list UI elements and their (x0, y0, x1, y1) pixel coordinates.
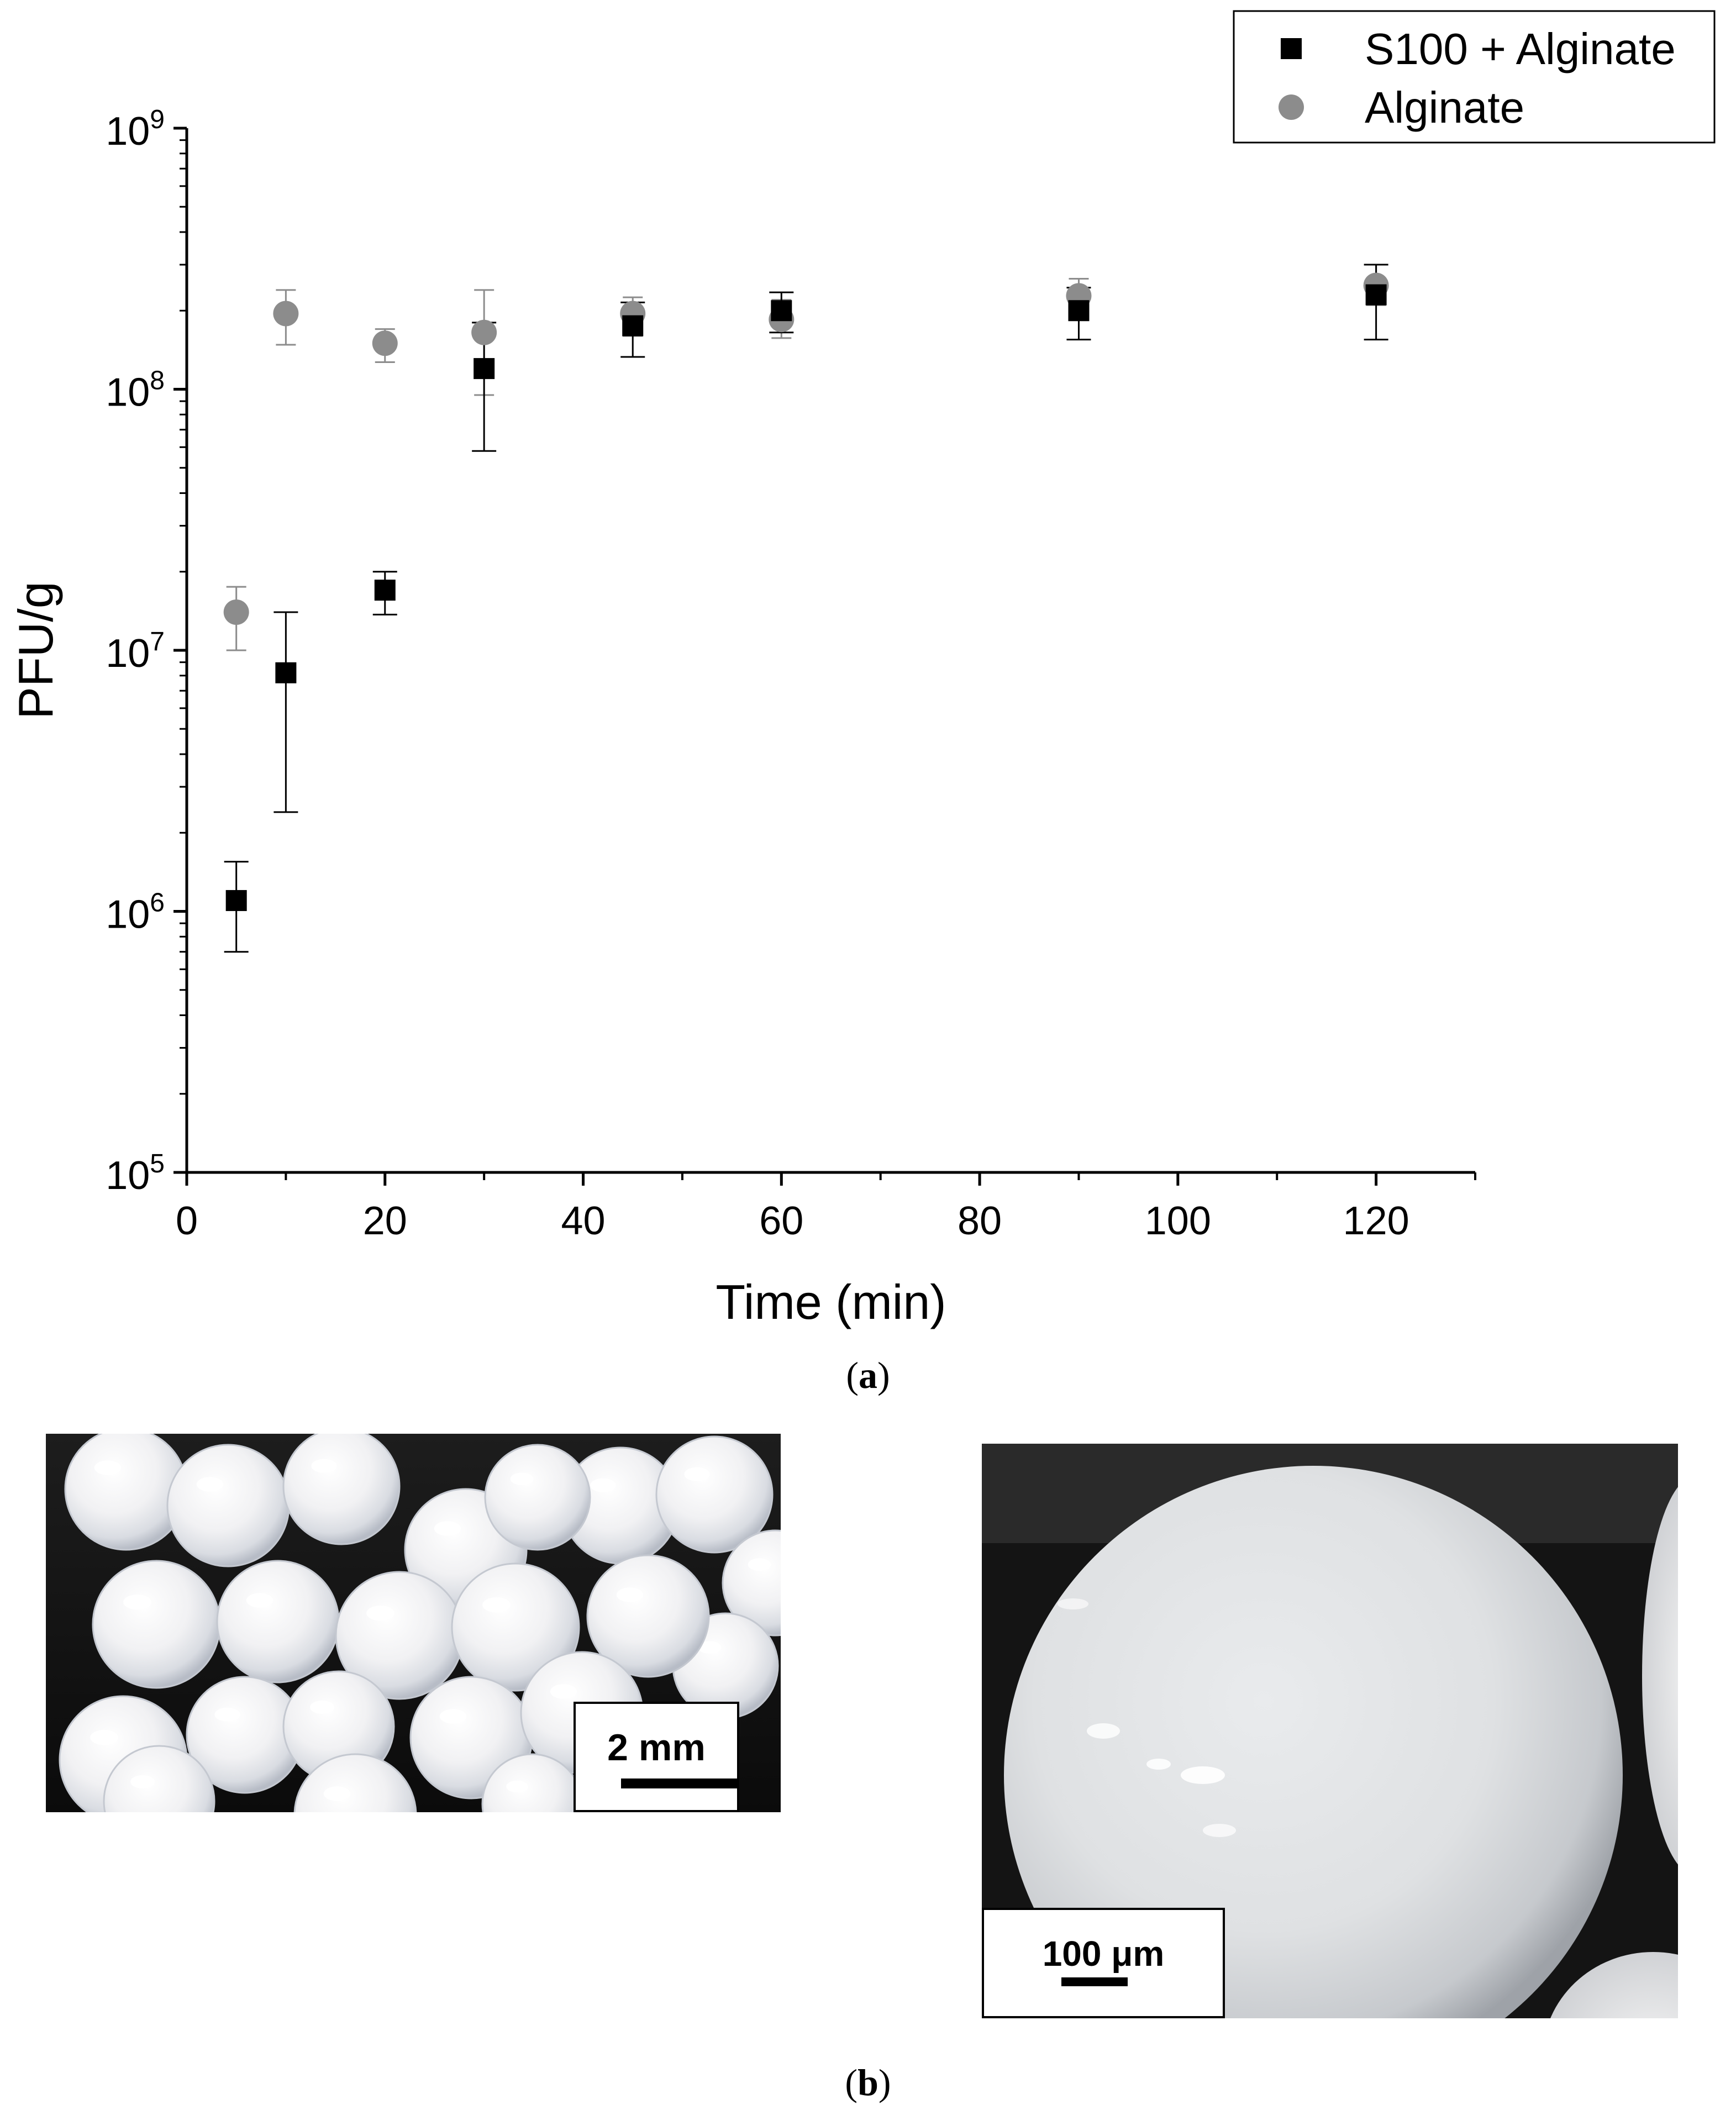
bead-highlight (323, 1786, 351, 1801)
data-point-square (374, 580, 396, 601)
caption-a: (a) (846, 1354, 890, 1396)
x-tick-label: 0 (176, 1199, 198, 1243)
bead-highlight (550, 1684, 577, 1699)
bead (103, 1745, 215, 1812)
x-tick-label: 80 (958, 1199, 1002, 1243)
legend-label: S100 + Alginate (1365, 24, 1676, 73)
bead-highlight (94, 1460, 122, 1475)
bead-highlight (310, 1701, 334, 1714)
legend-box (1233, 10, 1716, 144)
x-tick-label: 40 (561, 1199, 605, 1243)
bead-highlight (130, 1775, 155, 1788)
bead-highlight (214, 1707, 240, 1722)
bead (722, 1529, 781, 1637)
y-tick-label: 105 (106, 1149, 165, 1198)
y-axis-title: PFU/g (8, 581, 63, 719)
data-point-circle (471, 319, 497, 345)
data-point-square (622, 315, 644, 336)
bead-highlight (434, 1521, 461, 1536)
scale-bar-100um (1061, 1977, 1128, 1986)
caption-b: (b) (845, 2061, 891, 2103)
caption-a-letter: a (859, 1354, 877, 1396)
bead-highlight (90, 1729, 118, 1745)
pfu-chart: 0 20 40 60 80 100 120 105 106 107 108 109 Time (min)… (8, 10, 1716, 1329)
data-point-circle (273, 301, 299, 327)
bead-highlight (482, 1597, 511, 1613)
data-point-square (1068, 300, 1090, 322)
bead (216, 1560, 340, 1683)
data-point-circle (372, 330, 398, 356)
data-point-square (1365, 284, 1387, 306)
scale-bar-2mm (621, 1778, 737, 1788)
legend-marker-circle (1279, 94, 1304, 120)
x-tick-label: 60 (759, 1199, 803, 1243)
x-tick-label: 20 (363, 1199, 407, 1243)
scale-box-100um: 100 μm (982, 1908, 1225, 2018)
scale-label-100um: 100 μm (1042, 1934, 1165, 1974)
y-tick-label: 109 (106, 105, 165, 154)
bead (655, 1435, 774, 1554)
bead-photo-right: 100 μm (982, 1444, 1678, 2018)
bead-highlight (616, 1587, 644, 1602)
beads-cluster-image (46, 1434, 781, 1812)
bead (451, 1562, 580, 1692)
scale-label-2mm: 2 mm (607, 1727, 706, 1769)
bead-highlight (590, 1478, 616, 1492)
legend-label: Alginate (1365, 83, 1524, 132)
bead-highlight (684, 1467, 710, 1481)
legend-marker-square (1281, 38, 1302, 59)
bead-highlight (506, 1780, 528, 1793)
y-tick-label: 106 (106, 888, 165, 937)
caption-b-letter: b (858, 2061, 878, 2103)
bead-highlight (510, 1472, 534, 1486)
bead-highlight (748, 1558, 771, 1571)
scale-box-2mm: 2 mm (574, 1702, 739, 1812)
x-tick-label: 100 (1145, 1199, 1211, 1243)
data-point-square (225, 890, 247, 911)
bead (282, 1434, 401, 1545)
bead (586, 1554, 710, 1678)
data-point-circle (223, 599, 249, 625)
bead-highlight (196, 1477, 224, 1492)
data-point-square (771, 300, 792, 322)
bead-highlight (698, 1641, 722, 1654)
bead-highlight (366, 1605, 394, 1621)
x-tick-label: 120 (1343, 1199, 1409, 1243)
bead (166, 1444, 290, 1567)
bead-highlight (439, 1709, 467, 1724)
bead-highlight (246, 1593, 273, 1608)
y-tick-label: 107 (106, 627, 165, 676)
data-point-square (474, 358, 495, 380)
bead-highlight (311, 1459, 337, 1473)
bead (293, 1753, 417, 1812)
bead (484, 1444, 591, 1551)
y-tick-label: 108 (106, 366, 165, 415)
x-axis-title: Time (min) (716, 1275, 946, 1329)
bead-highlight (123, 1594, 151, 1610)
beads-photo-left: 2 mm (46, 1434, 781, 1812)
bead (92, 1560, 221, 1689)
data-point-square (275, 662, 297, 683)
